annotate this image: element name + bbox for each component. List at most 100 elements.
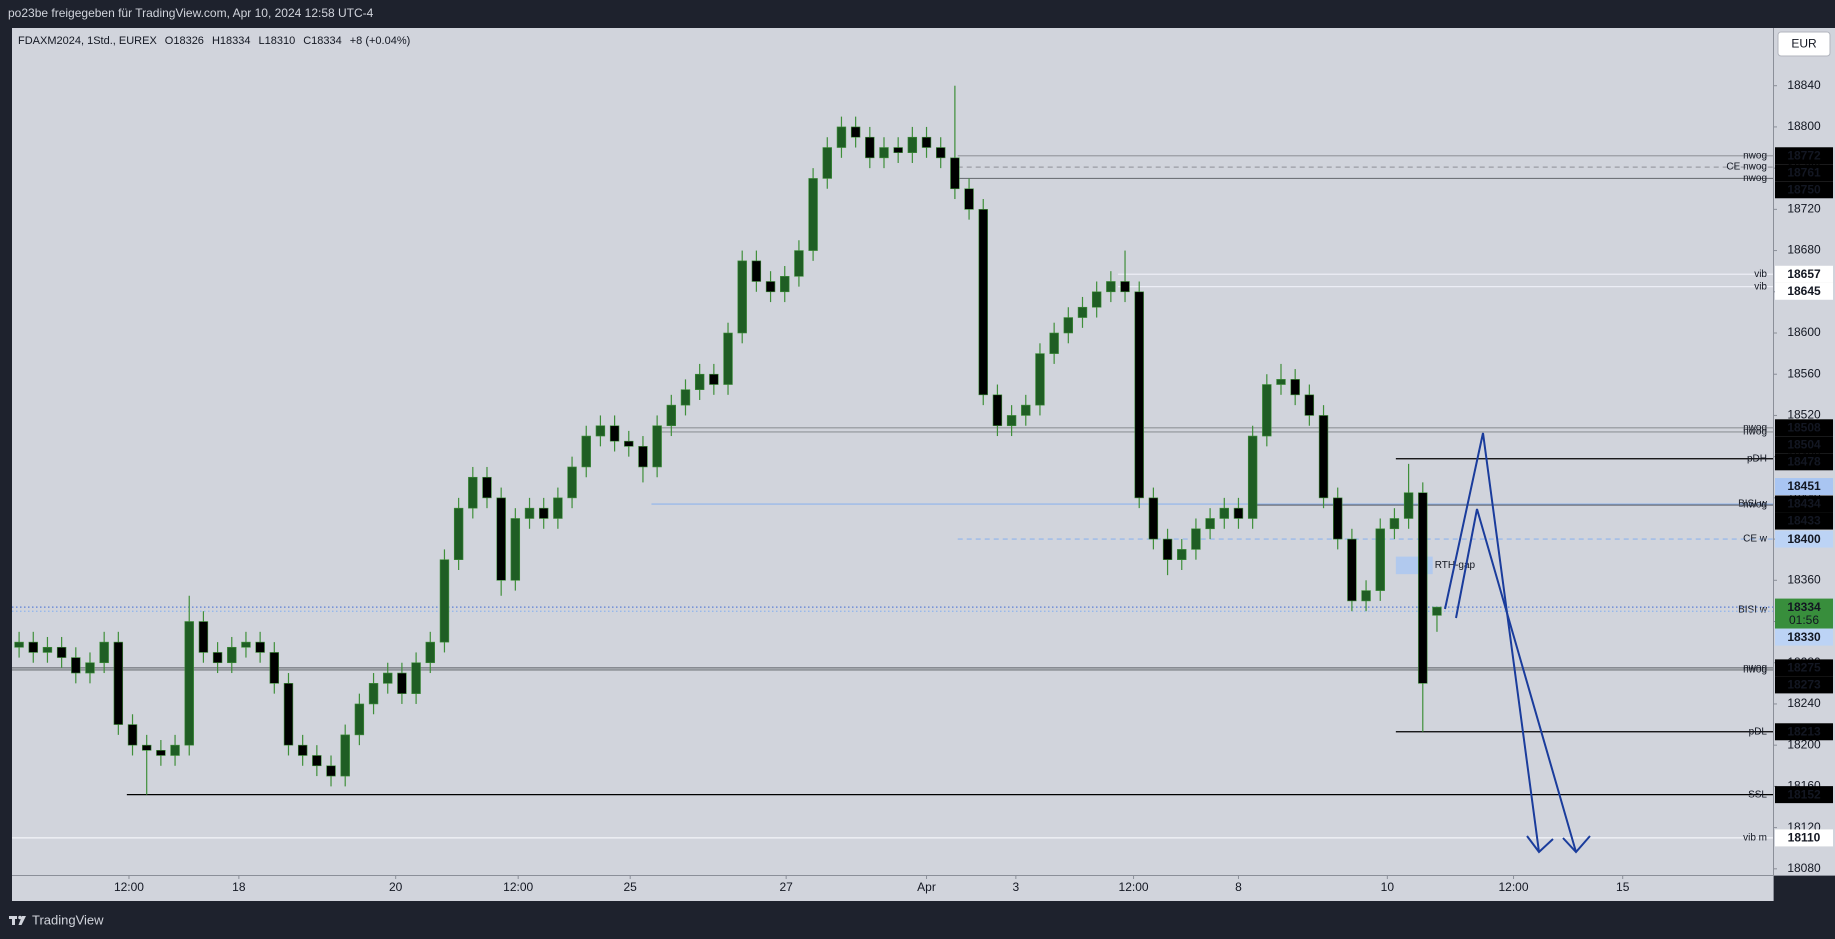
candle-body bbox=[1418, 492, 1428, 684]
y-tick-label: 18840 bbox=[1787, 78, 1821, 92]
candle-body bbox=[1304, 394, 1315, 416]
candle-body bbox=[723, 332, 733, 385]
logo-part bbox=[12, 916, 15, 925]
price-tag bbox=[1775, 478, 1833, 496]
candle-body bbox=[1148, 497, 1159, 540]
y-tick-label: 18520 bbox=[1787, 408, 1821, 422]
candle-body bbox=[1134, 291, 1144, 499]
candle-body bbox=[865, 136, 875, 159]
x-tick-label: 3 bbox=[1013, 880, 1020, 894]
level-label: SSL bbox=[1748, 789, 1767, 800]
y-tick-label: 18800 bbox=[1787, 119, 1821, 133]
candle-body bbox=[765, 281, 776, 293]
candle-body bbox=[850, 126, 861, 138]
y-tick-label: 18200 bbox=[1787, 737, 1821, 751]
candle-body bbox=[567, 466, 577, 499]
candle-body bbox=[1389, 518, 1400, 530]
candle-body bbox=[1106, 281, 1116, 293]
candle-body bbox=[1063, 317, 1074, 334]
x-tick-label: 8 bbox=[1235, 880, 1242, 894]
price-tag-label: 18645 bbox=[1787, 284, 1821, 298]
candle-body bbox=[127, 724, 138, 746]
level-label: CE nwog bbox=[1726, 162, 1767, 173]
candle-body bbox=[56, 646, 67, 658]
candle-body bbox=[1375, 528, 1385, 591]
level-label: nwog bbox=[1743, 422, 1767, 433]
price-tag-label: 18273 bbox=[1787, 678, 1821, 692]
legend-item: FDAXM2024, 1Std., EUREX bbox=[18, 35, 157, 47]
candle-body bbox=[666, 404, 677, 427]
candle-body bbox=[14, 641, 24, 648]
candle-body bbox=[652, 425, 662, 468]
price-tag-label: 18478 bbox=[1787, 454, 1821, 468]
x-tick-label: 12:00 bbox=[114, 880, 144, 894]
legend-item: O18326 bbox=[165, 35, 204, 47]
currency[interactable]: EUR bbox=[1791, 37, 1817, 51]
candle-body bbox=[822, 147, 832, 179]
candle-body bbox=[439, 559, 450, 643]
axis-layer: FDAXM2024, 1Std., EUREX O18326 H18334 L1831… bbox=[18, 35, 1833, 894]
level-label: nwog bbox=[1743, 427, 1767, 438]
price-tag-label: 18657 bbox=[1787, 267, 1821, 281]
candle-body bbox=[1035, 353, 1045, 406]
candle-body bbox=[1049, 332, 1059, 354]
candle-body bbox=[198, 621, 209, 653]
candle-body bbox=[737, 260, 747, 334]
level-label: nwog bbox=[1743, 150, 1767, 161]
y-tick-label: 18720 bbox=[1787, 202, 1821, 216]
price-tag bbox=[1775, 676, 1833, 694]
candle-body bbox=[496, 497, 506, 581]
candle-body bbox=[1077, 306, 1088, 318]
currency-box[interactable] bbox=[1777, 31, 1831, 57]
price-tag-label: 18213 bbox=[1787, 724, 1821, 738]
level-label: BISI w bbox=[1738, 605, 1768, 616]
chart-pane bbox=[12, 28, 1773, 875]
candle-body bbox=[609, 425, 620, 442]
brand-logo bbox=[9, 915, 26, 925]
share-title: po23be freigegeben für TradingView.com, … bbox=[8, 6, 374, 20]
y-tick-label: 18680 bbox=[1787, 243, 1821, 257]
candle-body bbox=[595, 425, 606, 437]
candle-body bbox=[539, 507, 549, 519]
x-tick-label: 25 bbox=[624, 880, 638, 894]
price-tag-label: 18433 bbox=[1787, 514, 1821, 528]
arrow-head bbox=[1562, 835, 1591, 854]
candle-body bbox=[468, 476, 478, 509]
price-tag-label: 18508 bbox=[1787, 420, 1821, 434]
price-tag bbox=[1775, 723, 1833, 741]
price-tag-label: 18451 bbox=[1787, 479, 1821, 493]
price-tag-label: 18400 bbox=[1787, 532, 1821, 546]
candle-body bbox=[553, 497, 563, 519]
candle-body bbox=[1333, 497, 1343, 540]
price-tag bbox=[1775, 265, 1833, 283]
candle-body bbox=[354, 703, 365, 736]
candle-body bbox=[978, 209, 988, 396]
x-tick-label: 12:00 bbox=[1499, 880, 1529, 894]
candle-body bbox=[524, 507, 535, 519]
level-label: pDH bbox=[1747, 453, 1767, 464]
price-tag-label: 18761 bbox=[1787, 165, 1821, 179]
price-tag-label: 18330 bbox=[1787, 630, 1821, 644]
price-tag bbox=[1775, 829, 1833, 847]
candle-body bbox=[255, 641, 265, 653]
brand: TradingView bbox=[32, 912, 104, 927]
price-tag-label: 18152 bbox=[1787, 787, 1821, 801]
candle-body bbox=[1403, 492, 1414, 519]
x-tick-label: Apr bbox=[917, 880, 936, 894]
y-tick-label: 18240 bbox=[1787, 696, 1821, 710]
drawing-arrows bbox=[1444, 432, 1591, 854]
countdown: 01:56 bbox=[1789, 613, 1819, 627]
candle-body bbox=[1233, 507, 1244, 519]
candle-body bbox=[184, 621, 194, 746]
price-tag-label: 18334 bbox=[1787, 600, 1821, 614]
x-tick-label: 15 bbox=[1616, 880, 1630, 894]
price-tag bbox=[1775, 659, 1833, 677]
level-label: vib m bbox=[1743, 833, 1767, 844]
price-tag-label: 18434 bbox=[1787, 497, 1821, 511]
price-tag bbox=[1775, 598, 1833, 629]
logo-part bbox=[18, 916, 26, 925]
level-label: nwog bbox=[1743, 665, 1767, 676]
x-tick-label: 12:00 bbox=[1119, 880, 1149, 894]
price-tag bbox=[1775, 419, 1833, 437]
